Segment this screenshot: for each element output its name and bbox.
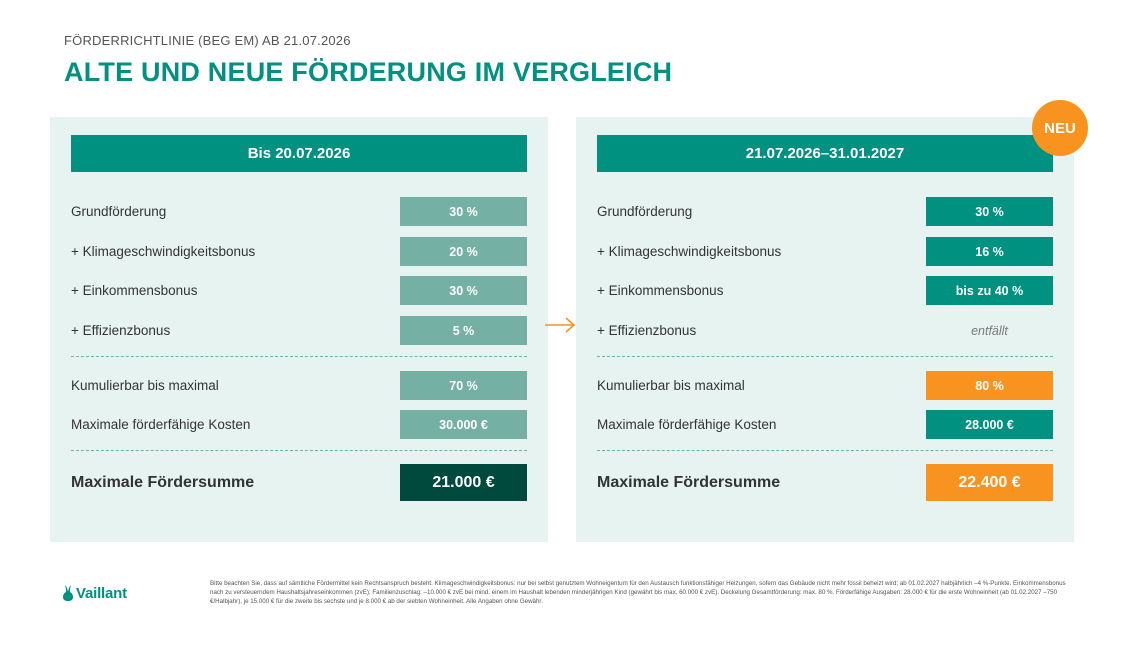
row-value: 16 %	[926, 237, 1053, 266]
row-value: 30.000 €	[400, 410, 527, 439]
old-row-max-kosten: Maximale förderfähige Kosten 30.000 €	[71, 410, 527, 439]
row-label: Kumulierbar bis maximal	[71, 378, 219, 393]
old-row-effizienzbonus: + Effizienzbonus 5 %	[71, 316, 527, 345]
total-label: Maximale Fördersumme	[71, 473, 255, 491]
footnote: Bitte beachten Sie, dass auf sämtliche F…	[210, 580, 1066, 605]
total-value: 21.000 €	[400, 464, 527, 501]
total-value: 22.400 €	[926, 464, 1053, 501]
dashed-divider	[71, 356, 527, 357]
new-row-total: Maximale Fördersumme 22.400 €	[597, 464, 1053, 501]
row-value: entfällt	[971, 323, 1008, 338]
new-funding-heading: 21.07.2026–31.01.2027	[597, 135, 1053, 172]
row-label: + Effizienzbonus	[71, 323, 171, 338]
row-label: Maximale förderfähige Kosten	[597, 417, 777, 432]
row-value: 5 %	[400, 316, 527, 345]
row-label: Kumulierbar bis maximal	[597, 378, 745, 393]
old-row-einkommensbonus: + Einkommensbonus 30 %	[71, 276, 527, 305]
row-value: 80 %	[926, 371, 1053, 400]
row-value: 20 %	[400, 237, 527, 266]
old-row-klimabonus: + Klimageschwindigkeitsbonus 20 %	[71, 237, 527, 266]
hare-icon	[63, 585, 73, 601]
row-value: 28.000 €	[926, 410, 1053, 439]
row-label: + Effizienzbonus	[597, 323, 697, 338]
row-value: 30 %	[400, 197, 527, 226]
old-funding-panel: Bis 20.07.2026 Grundförderung 30 % + Kli…	[50, 117, 548, 542]
vaillant-logo: Vaillant	[62, 584, 127, 602]
old-row-grundfoerderung: Grundförderung 30 %	[71, 197, 527, 226]
new-row-einkommensbonus: + Einkommensbonus bis zu 40 %	[597, 276, 1053, 305]
row-label: Grundförderung	[71, 204, 167, 219]
dashed-divider	[597, 450, 1053, 451]
dashed-divider	[597, 356, 1053, 357]
row-value: 70 %	[400, 371, 527, 400]
row-label: + Einkommensbonus	[597, 283, 724, 298]
row-value: bis zu 40 %	[926, 276, 1053, 305]
logo-text: Vaillant	[76, 584, 127, 602]
row-label: Maximale förderfähige Kosten	[71, 417, 251, 432]
row-label: + Klimageschwindigkeitsbonus	[597, 244, 782, 259]
row-value: 30 %	[400, 276, 527, 305]
row-label: + Einkommensbonus	[71, 283, 198, 298]
new-row-grundfoerderung: Grundförderung 30 %	[597, 197, 1053, 226]
page-subtitle: FÖRDERRICHTLINIE (BEG EM) AB 21.07.2026	[64, 33, 351, 48]
arrow-right-icon	[545, 317, 576, 333]
dashed-divider	[71, 450, 527, 451]
new-row-kumulierbar: Kumulierbar bis maximal 80 %	[597, 371, 1053, 400]
row-label: + Klimageschwindigkeitsbonus	[71, 244, 256, 259]
row-label: Grundförderung	[597, 204, 693, 219]
total-label: Maximale Fördersumme	[597, 473, 781, 491]
new-funding-panel: 21.07.2026–31.01.2027 Grundförderung 30 …	[576, 117, 1074, 542]
new-row-max-kosten: Maximale förderfähige Kosten 28.000 €	[597, 410, 1053, 439]
old-row-total: Maximale Fördersumme 21.000 €	[71, 464, 527, 501]
old-funding-heading: Bis 20.07.2026	[71, 135, 527, 172]
new-row-effizienzbonus: + Effizienzbonus entfällt	[597, 316, 1053, 345]
row-value: 30 %	[926, 197, 1053, 226]
new-row-klimabonus: + Klimageschwindigkeitsbonus 16 %	[597, 237, 1053, 266]
new-badge: NEU	[1032, 100, 1088, 156]
page-title: ALTE UND NEUE FÖRDERUNG IM VERGLEICH	[64, 57, 673, 87]
old-row-kumulierbar: Kumulierbar bis maximal 70 %	[71, 371, 527, 400]
